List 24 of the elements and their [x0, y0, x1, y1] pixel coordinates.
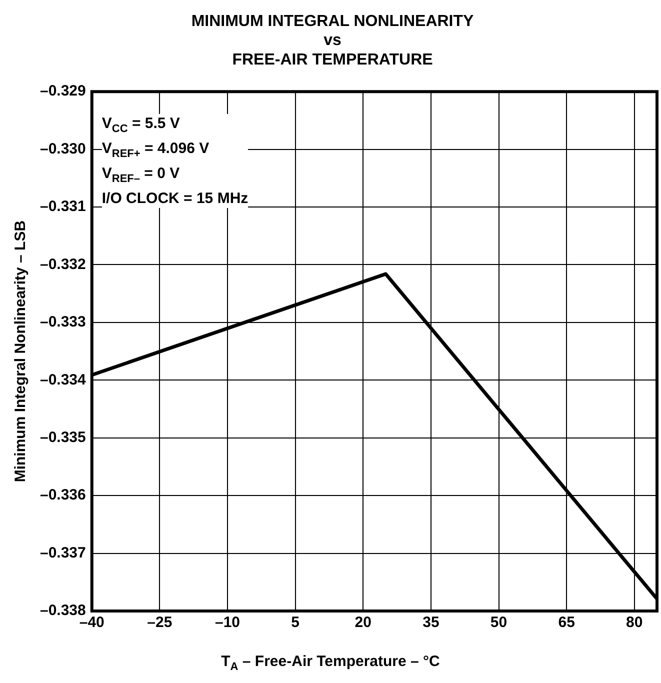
x-tick-label: –10: [214, 614, 240, 632]
annotation: V$_{CC}$ = 5.5 V: [102, 114, 181, 137]
x-axis-title: T$_{A}$ – Free-Air Temperature – °C: [220, 653, 441, 673]
x-tick-label: 35: [422, 614, 440, 632]
y-tick-label: –0.333: [40, 314, 86, 331]
annotation: V$_{REF+}$ = 4.096 V: [102, 138, 210, 162]
x-tick-label: 5: [291, 614, 300, 632]
x-tick-label: –25: [147, 614, 172, 632]
y-tick-label: –0.330: [40, 140, 86, 158]
y-tick-label: –0.332: [40, 256, 86, 273]
y-axis-title: Minimum Integral Nonlinearity – LSB: [12, 220, 30, 482]
chart-title: MINIMUM INTEGRAL NONLINEARITY vs FREE-AIR TEMPERATURE: [191, 13, 474, 68]
x-tick-label: 20: [354, 614, 372, 632]
x-tick-label: 65: [558, 614, 575, 632]
x-tick-label: 80: [626, 614, 643, 632]
annotation: V$_{REF–}$ = 0 V: [102, 164, 181, 187]
y-tick-label: –0.331: [40, 198, 86, 216]
x-tick-label: 50: [490, 614, 508, 632]
y-tick-label: –0.329: [40, 82, 86, 100]
y-tick-label: –0.335: [40, 429, 86, 446]
y-tick-label: –0.336: [40, 486, 86, 504]
y-tick-label: –0.334: [40, 371, 87, 388]
y-tick-label: –0.337: [40, 544, 86, 562]
annotation: I/O CLOCK = 15 MHz: [102, 188, 248, 208]
